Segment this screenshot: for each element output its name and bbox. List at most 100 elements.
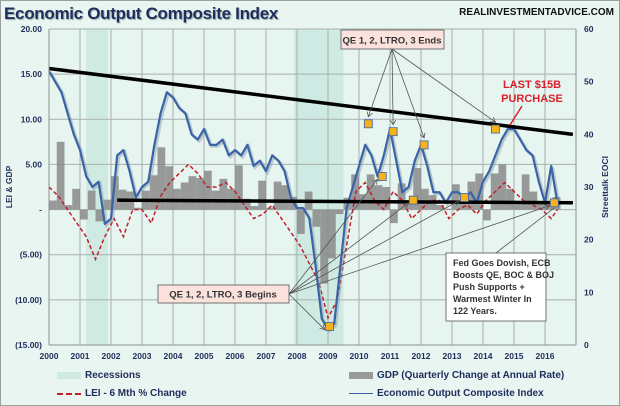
- eoci-marker: [459, 193, 469, 202]
- annotation-fed: Fed Goes Dovish, ECB Boosts QE, BOC & BO…: [445, 252, 554, 322]
- eoci-line: [48, 70, 561, 333]
- chart-title: Economic Output Composite Index: [4, 4, 279, 23]
- lower-trendline: [117, 198, 573, 205]
- eoci-marker: [388, 127, 398, 137]
- gdp-bar: [188, 176, 197, 210]
- eoci-marker: [549, 198, 559, 208]
- annotation-fed-line-2: Boosts QE, BOC & BOJ: [453, 270, 554, 280]
- qe-ends-arrow: [391, 48, 495, 122]
- annotation-last-purchase: LAST $15B PURCHASE: [501, 79, 563, 126]
- qe-ends-arrow: [368, 48, 393, 117]
- eoci-markers: [325, 119, 559, 331]
- right-axis-title: Streettalk EOCI: [600, 156, 610, 218]
- x-tick-label: 2003: [133, 351, 152, 361]
- qe-begins-arrow: [288, 206, 549, 295]
- gdp-bar: [103, 199, 111, 210]
- gdp-bar: [374, 185, 383, 210]
- annotation-last-purchase-pointer: [509, 105, 523, 126]
- gdp-bar: [64, 205, 73, 210]
- right-tick-label: 60: [584, 24, 594, 34]
- gdp-bar: [397, 183, 406, 210]
- gdp-bar: [273, 181, 282, 210]
- left-tick-label: 15.00: [21, 69, 43, 79]
- axes: 20.00 15.00 10.00 5.00 - (5.00) (10.00) (15.00)…: [15, 24, 594, 361]
- gdp-bar: [459, 202, 468, 210]
- gdp-bar: [483, 209, 491, 221]
- x-tick-label: 2002: [102, 351, 121, 361]
- left-tick-label: 5.00: [25, 159, 42, 169]
- gdp-bar: [312, 209, 321, 227]
- x-tick-label: 2015: [505, 351, 524, 361]
- annotation-qe-begins-text: QE 1, 2, LTRO, 3 Begins: [169, 290, 277, 301]
- eoci-marker: [490, 124, 500, 134]
- gdp-bar: [196, 177, 204, 210]
- qe-begins-arrow: [288, 179, 377, 295]
- gdp-bar: [149, 175, 158, 210]
- upper-trendline: [48, 66, 574, 137]
- gdp-bar: [514, 204, 522, 210]
- eoci-marker: [363, 119, 373, 129]
- right-tick-label: 20: [584, 235, 594, 245]
- gdp-bar: [382, 187, 390, 210]
- gdp-bar: [405, 202, 414, 210]
- annotation-box: [445, 252, 547, 322]
- gdp-bar: [281, 185, 290, 210]
- left-axis-title: LEI & GDP: [4, 165, 14, 208]
- gdp-bar: [49, 200, 57, 210]
- annotation-fed-line-5: 122 Years.: [453, 306, 497, 316]
- gdp-bar: [180, 182, 189, 210]
- eoci-marker: [377, 172, 387, 181]
- x-tick-label: 2016: [536, 351, 555, 361]
- x-tick-label: 2012: [412, 351, 431, 361]
- gdp-bar: [421, 188, 429, 210]
- annotation-qe-begins: QE 1, 2, LTRO, 3 Begins: [157, 284, 290, 304]
- gdp-bar: [297, 209, 305, 234]
- annotation-box: [340, 29, 445, 50]
- right-tick-label: 0: [584, 340, 589, 350]
- x-tick-label: 2008: [288, 351, 307, 361]
- gdp-bar: [498, 164, 507, 210]
- annotation-fed-line-1: Fed Goes Dovish, ECB: [453, 258, 551, 268]
- x-tick-label: 2011: [381, 351, 400, 361]
- gdp-bar: [328, 209, 336, 259]
- gdp-bar: [436, 205, 445, 210]
- gdp-bar: [165, 166, 173, 210]
- qe-ends-arrow: [391, 48, 424, 138]
- right-tick-label: 30: [584, 182, 594, 192]
- qe-ends-arrow: [392, 48, 393, 125]
- gdp-bar: [134, 207, 142, 210]
- eoci-marker: [408, 195, 418, 205]
- annotation-qe-ends-text: QE 1, 2, LTRO, 3 Ends: [342, 36, 441, 47]
- gdp-bar: [242, 198, 251, 210]
- gdp-bar: [87, 190, 96, 210]
- left-tick-label: (15.00): [15, 340, 42, 350]
- qe-begins-arrow: [288, 201, 459, 295]
- qe-begins-arrow: [288, 203, 408, 295]
- gdp-bar: [219, 178, 228, 210]
- gdp-bar: [452, 184, 460, 210]
- annotation-box: [157, 284, 290, 304]
- gdp-bar: [95, 209, 104, 222]
- eoci-marker: [325, 322, 334, 331]
- gdp-bar: [390, 209, 398, 224]
- gdp-bar: [235, 165, 243, 210]
- gdp-bar: [537, 201, 545, 210]
- source-label: REALINVESTMENTADVICE.COM: [459, 7, 614, 18]
- right-tick-label: 50: [584, 77, 594, 87]
- trendlines: [48, 66, 574, 205]
- gdp-bar: [56, 141, 65, 210]
- gdp-bar: [157, 147, 166, 210]
- lei-line: [48, 163, 559, 321]
- lei-series-line: [48, 163, 559, 321]
- eoci-marker: [419, 140, 429, 150]
- right-tick-label: 40: [584, 129, 594, 139]
- left-tick-label: 20.00: [21, 24, 43, 34]
- gdp-bar: [506, 188, 514, 210]
- left-tick-label: (10.00): [15, 295, 42, 305]
- x-tick-label: 2009: [319, 351, 338, 361]
- annotation-last-purchase-line1: LAST $15B: [503, 79, 561, 91]
- gdp-bar: [80, 209, 88, 220]
- gdp-bar: [335, 209, 344, 215]
- gdp-bar: [250, 205, 259, 210]
